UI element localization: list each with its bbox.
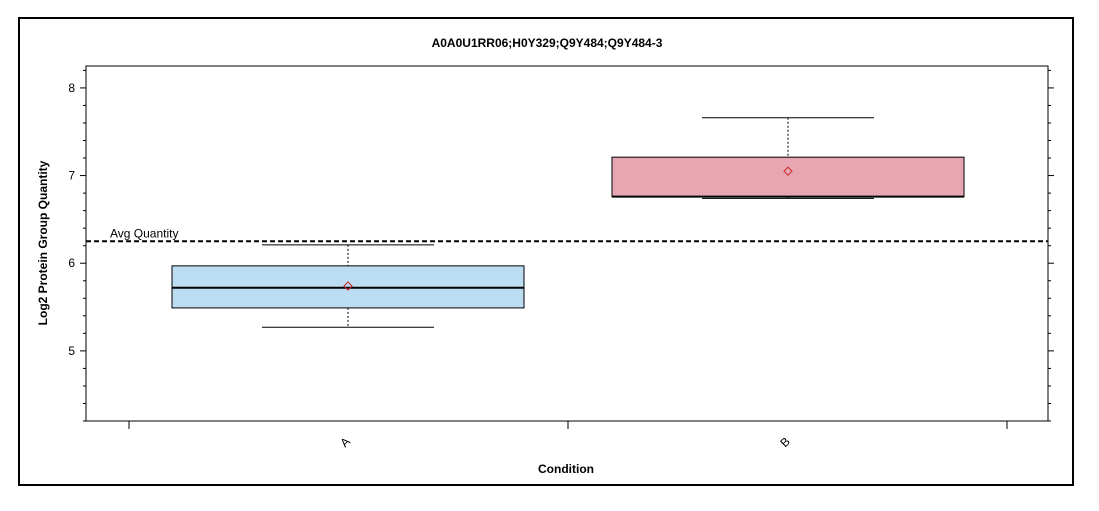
y-axis-label: Log2 Protein Group Quantity <box>36 160 50 325</box>
x-tick-label: B <box>777 434 793 450</box>
chart-frame <box>18 17 1074 486</box>
mean-marker <box>783 166 793 176</box>
y-tick-label: 6 <box>68 256 75 270</box>
chart-title: A0A0U1RR06;H0Y329;Q9Y484;Q9Y484-3 <box>432 36 663 50</box>
x-tick-label: A <box>337 434 353 450</box>
box-series <box>171 117 965 328</box>
x-axis-label: Condition <box>538 462 594 476</box>
iqr-box <box>611 156 965 198</box>
y-tick-label: 7 <box>68 169 75 183</box>
y-tick-label: 5 <box>68 344 75 358</box>
plot-area <box>85 65 1049 422</box>
box-A <box>171 244 525 328</box>
mean-marker <box>343 281 353 291</box>
y-tick-label: 8 <box>68 81 75 95</box>
average-reference: Avg Quantity <box>86 226 1048 243</box>
box-B <box>611 117 965 199</box>
y-axis: 5 6 7 8 <box>68 69 1054 422</box>
avg-quantity-label: Avg Quantity <box>110 226 178 240</box>
